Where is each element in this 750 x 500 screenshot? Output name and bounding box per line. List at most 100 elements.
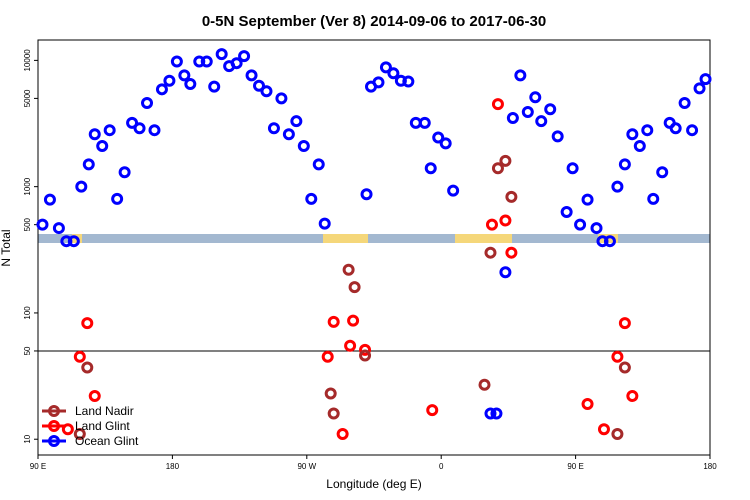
point (485, 218, 498, 231)
point (81, 317, 94, 330)
point (253, 79, 266, 92)
x-axis-label: Longitude (deg E) (326, 477, 421, 491)
point (432, 131, 445, 144)
point (581, 398, 594, 411)
point (348, 281, 361, 294)
point (96, 139, 109, 152)
y-tick-label: 100 (23, 306, 32, 320)
point (618, 317, 631, 330)
point (170, 55, 183, 68)
land-band (455, 234, 512, 243)
point (484, 246, 497, 259)
ocean-band (38, 234, 710, 243)
point (590, 222, 603, 235)
point (200, 55, 213, 68)
point (342, 263, 355, 276)
point (499, 214, 512, 227)
point (544, 103, 557, 116)
y-tick-label: 10000 (23, 49, 32, 72)
point (647, 192, 660, 205)
x-tick-label: 90 W (297, 462, 316, 471)
point (43, 193, 56, 206)
point (491, 162, 504, 175)
point (305, 192, 318, 205)
legend-label: Land Glint (75, 419, 130, 433)
y-axis-label: N Total (0, 229, 13, 266)
point (184, 78, 197, 91)
point (133, 122, 146, 135)
point (418, 116, 431, 129)
y-tick-label: 5000 (23, 89, 32, 107)
point (155, 83, 168, 96)
point (478, 378, 491, 391)
point (312, 158, 325, 171)
point (633, 139, 646, 152)
chart-title: 0-5N September (Ver 8) 2014-09-06 to 201… (202, 13, 546, 30)
point (148, 124, 161, 137)
point (597, 423, 610, 436)
point (103, 124, 116, 137)
point (574, 218, 587, 231)
point (641, 124, 654, 137)
plot-frame (37, 39, 711, 456)
legend-label: Land Nadir (75, 404, 134, 418)
point (693, 82, 706, 95)
point (439, 137, 452, 150)
y-tick-label: 500 (23, 217, 32, 231)
point (36, 218, 49, 231)
y-tick-label: 10 (23, 434, 32, 443)
point (514, 69, 527, 82)
point (327, 315, 340, 328)
legend-label: Ocean Glint (75, 434, 139, 448)
point (499, 154, 512, 167)
point (656, 166, 669, 179)
point (321, 350, 334, 363)
point (387, 67, 400, 80)
point (52, 222, 65, 235)
point (290, 115, 303, 128)
point (499, 266, 512, 279)
point (359, 349, 372, 362)
point (82, 158, 95, 171)
point (126, 116, 139, 129)
x-tick-label: 180 (703, 462, 717, 471)
point (111, 192, 124, 205)
point (535, 115, 548, 128)
point (566, 162, 579, 175)
point (669, 122, 682, 135)
point (324, 387, 337, 400)
point (699, 73, 712, 86)
point (686, 124, 699, 137)
point (88, 128, 101, 141)
point (327, 407, 340, 420)
legend-marker (48, 420, 60, 432)
point (603, 235, 616, 248)
point (560, 205, 573, 218)
y-tick-label: 50 (23, 346, 32, 355)
point (208, 80, 221, 93)
point (521, 106, 534, 119)
x-tick-label: 180 (166, 462, 180, 471)
point (245, 69, 258, 82)
legend-marker (48, 435, 60, 447)
point (506, 111, 519, 124)
point (626, 128, 639, 141)
point (424, 162, 437, 175)
point (275, 92, 288, 105)
point (551, 130, 564, 143)
point (81, 361, 94, 374)
point (230, 57, 243, 70)
point (505, 246, 518, 259)
point (491, 98, 504, 111)
point (215, 48, 228, 61)
point (260, 85, 273, 98)
point (484, 407, 497, 420)
point (379, 61, 392, 74)
point (267, 122, 280, 135)
point (75, 180, 88, 193)
point (238, 50, 251, 63)
legend-marker (48, 405, 60, 417)
point (596, 235, 609, 248)
x-tick-label: 90 E (30, 462, 46, 471)
